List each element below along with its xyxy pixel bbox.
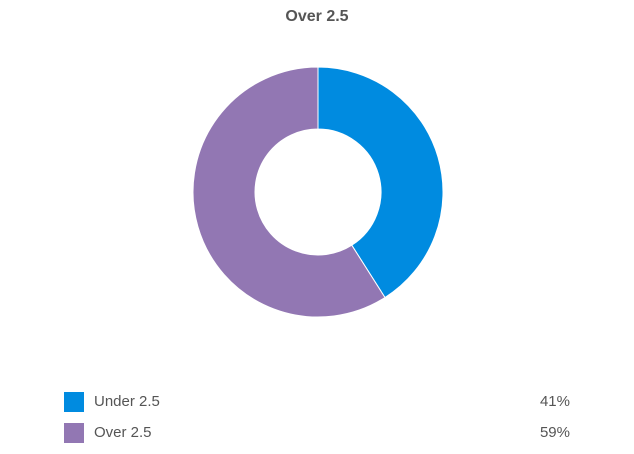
legend-value-over-2-5: 59% xyxy=(539,424,570,441)
legend-swatch-under-2-5 xyxy=(64,391,84,412)
legend-value-under-2-5: 41% xyxy=(539,393,570,410)
legend-item-over-2-5[interactable]: Over 2.5 59% xyxy=(64,417,572,448)
donut-chart xyxy=(192,66,444,318)
chart-title: Over 2.5 xyxy=(285,8,349,25)
slice-over-2-5[interactable] xyxy=(192,66,386,318)
legend-label-over-2-5: Over 2.5 xyxy=(94,424,152,441)
legend-item-under-2-5[interactable]: Under 2.5 41% xyxy=(64,386,572,417)
legend-label-under-2-5: Under 2.5 xyxy=(94,393,160,410)
legend-swatch-over-2-5 xyxy=(64,422,84,443)
slice-under-2-5[interactable] xyxy=(317,66,444,299)
legend: Under 2.5 41% Over 2.5 59% xyxy=(64,386,572,448)
